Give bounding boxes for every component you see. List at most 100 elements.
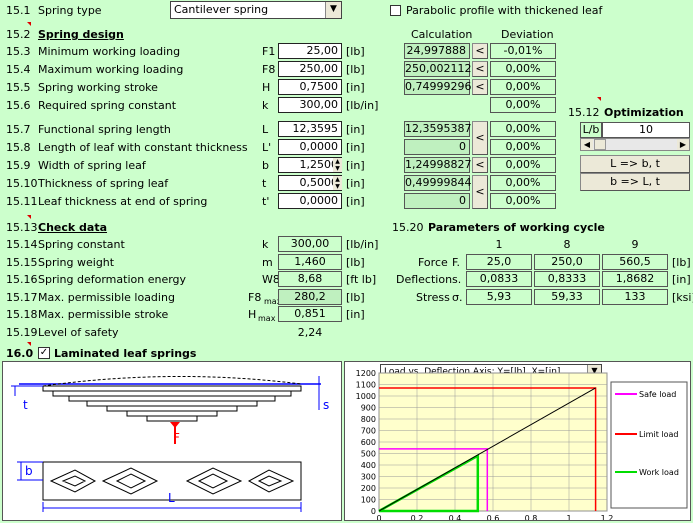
x-tick-label: 0,8: [525, 514, 538, 520]
row-deviation: 0,00%: [490, 121, 556, 137]
row-unit: [in]: [346, 177, 365, 190]
row-symbol: F1: [262, 45, 276, 58]
row-deviation: 0,00%: [490, 61, 556, 77]
cycle-cell: 560,5: [602, 254, 668, 270]
parabolic-checkbox[interactable]: [390, 5, 401, 16]
row-calc: 24,997888: [404, 43, 470, 59]
spin-icon[interactable]: ▲ ▼: [333, 176, 342, 190]
cycle-unit: [lb]: [672, 256, 691, 269]
cycle-cell: 59,33: [534, 289, 600, 305]
series-line: [378, 387, 596, 512]
check-label: Max. permissible loading: [38, 291, 175, 304]
row-num: 15.4: [6, 63, 31, 76]
check-label: Spring constant: [38, 238, 125, 251]
y-tick-label: 1200: [356, 369, 376, 378]
row-label: Spring working stroke: [38, 81, 158, 94]
row-label: Length of leaf with constant thickness: [38, 141, 248, 154]
row-num: 15.9: [6, 159, 31, 172]
row-label: Maximum working loading: [38, 63, 184, 76]
row-symbol: t: [262, 177, 267, 190]
cycle-cell: 5,93: [466, 289, 532, 305]
row-symbol: F8: [262, 63, 276, 76]
y-tick-label: 1000: [356, 392, 376, 401]
row-symbol: t': [262, 195, 270, 208]
check-symbol-sub: max: [264, 297, 282, 306]
check-num: 15.17: [6, 291, 38, 304]
load-deflection-chart: 0 100 200 300 400 500 600 700 800 900 1000 1100 1200…: [356, 369, 688, 520]
row-symbol: b: [262, 159, 269, 172]
y-tick-label: 700: [361, 427, 376, 436]
row-label: Functional spring length: [38, 123, 171, 136]
row-label: Thickness of spring leaf: [38, 177, 169, 190]
row-deviation: 0,00%: [490, 175, 556, 191]
optimization-title: Optimization: [604, 106, 684, 119]
section-title-check: Check data: [38, 221, 108, 234]
row-value-input[interactable]: 1,2500: [278, 157, 342, 173]
row-calc: 0: [404, 193, 470, 209]
drawing-f-label: F: [173, 431, 180, 445]
row-deviation: 0,00%: [490, 97, 556, 113]
copy-button[interactable]: <: [472, 61, 488, 77]
note-marker: [27, 342, 31, 346]
laminated-num: 16.0: [6, 347, 34, 360]
x-tick-label: 1: [566, 514, 571, 520]
check-num: 15.16: [6, 273, 38, 286]
cycle-cell: 133: [602, 289, 668, 305]
row-value-input[interactable]: 0,7500: [278, 79, 342, 95]
spin-icon[interactable]: ▲ ▼: [333, 158, 342, 172]
row-unit: [in]: [346, 159, 365, 172]
copy-button[interactable]: <: [472, 43, 488, 59]
slider-right-arrow[interactable]: ▶: [677, 139, 689, 150]
note-marker: [27, 215, 31, 219]
chart-panel: Load vs. Deflection Axis: Y=[lb], X=[in]…: [344, 361, 691, 521]
section-num: 15.13: [6, 221, 38, 234]
y-tick-label: 600: [361, 438, 376, 447]
check-num: 15.19: [6, 326, 38, 339]
slider-thumb[interactable]: [594, 139, 606, 150]
copy-button[interactable]: <: [472, 175, 488, 209]
y-tick-label: 400: [361, 461, 376, 470]
drawing-t-label: t: [23, 398, 28, 412]
row-label: Leaf thickness at end of spring: [38, 195, 208, 208]
check-symbol: F8: [248, 291, 262, 304]
drawing-s-label: s: [323, 398, 329, 412]
spring-type-select[interactable]: Cantilever spring ▼: [170, 1, 342, 19]
legend-label-limit: Limit load: [639, 430, 678, 439]
lb-value[interactable]: 10: [602, 122, 690, 138]
slider-left-arrow[interactable]: ◀: [581, 139, 593, 150]
check-num: 15.14: [6, 238, 38, 251]
row-value-input[interactable]: 250,00: [278, 61, 342, 77]
lb-slider[interactable]: ◀ ▶: [580, 138, 690, 151]
row-unit: [lb/in]: [346, 99, 379, 112]
row-value-input[interactable]: 300,00: [278, 97, 342, 113]
check-label: Max. permissible stroke: [38, 308, 169, 321]
row-value-input[interactable]: 25,00: [278, 43, 342, 59]
spring-drawing: t s F b L: [2, 361, 342, 521]
check-value: 8,68: [278, 271, 342, 287]
cycle-unit: [in]: [672, 273, 691, 286]
row-value-input[interactable]: 0,0000: [278, 193, 342, 209]
row-deviation: -0,01%: [490, 43, 556, 59]
check-unit: [lb/in]: [346, 238, 379, 251]
optimize-l-button[interactable]: L => b, t: [580, 155, 690, 173]
row-value-input[interactable]: 0,0000: [278, 139, 342, 155]
note-marker: [597, 97, 601, 101]
laminated-checkbox[interactable]: ✓: [38, 347, 50, 359]
spring-type-label: Spring type: [38, 4, 102, 17]
check-symbol: W8: [262, 273, 280, 286]
parabolic-label: Parabolic profile with thickened leaf: [406, 4, 603, 17]
row-deviation: 0,00%: [490, 193, 556, 209]
chevron-down-icon[interactable]: ▼: [325, 2, 341, 18]
y-tick-label: 500: [361, 450, 376, 459]
copy-button[interactable]: <: [472, 79, 488, 95]
row-calc: 250,002112: [404, 61, 472, 77]
col-dev-header: Deviation: [501, 28, 554, 41]
copy-button[interactable]: <: [472, 157, 488, 173]
cycle-row-symbol: F.: [452, 256, 461, 269]
row-value-input[interactable]: 12,3595: [278, 121, 342, 137]
optimize-b-button[interactable]: b => L, t: [580, 173, 690, 191]
copy-button[interactable]: <: [472, 121, 488, 155]
row-calc: 0: [404, 139, 470, 155]
check-label: Spring deformation energy: [38, 273, 187, 286]
row-symbol: k: [262, 99, 269, 112]
